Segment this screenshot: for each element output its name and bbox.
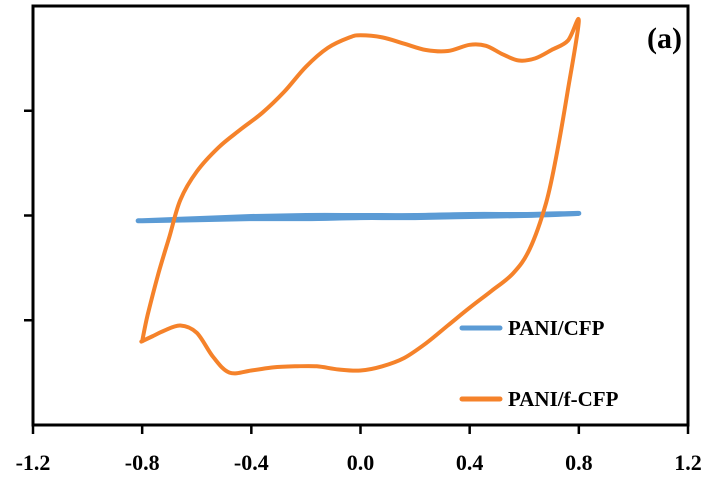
x-tick-label: 1.2 <box>674 450 702 475</box>
panel-label: (a) <box>647 22 682 55</box>
x-tick-label: 0.0 <box>347 450 375 475</box>
legend: PANI/CFP PANI/f-CFP <box>459 316 619 411</box>
x-axis: -1.2 -0.8 -0.4 0.0 0.4 0.8 1.2 <box>16 425 702 475</box>
x-tick-label: -0.4 <box>234 450 269 475</box>
series-layer <box>135 16 582 376</box>
x-tick-label: -1.2 <box>16 450 51 475</box>
y-axis <box>24 109 33 322</box>
legend-label-pani-cfp: PANI/CFP <box>508 316 605 340</box>
legend-label-pani-f-cfp: PANI/f-CFP <box>508 387 619 411</box>
series-line-pani-f-cfp <box>139 16 581 376</box>
x-tick-label: -0.8 <box>125 450 160 475</box>
series-line-pani-cfp <box>135 210 582 224</box>
x-tick-label: 0.8 <box>565 450 593 475</box>
x-tick-label: 0.4 <box>456 450 484 475</box>
